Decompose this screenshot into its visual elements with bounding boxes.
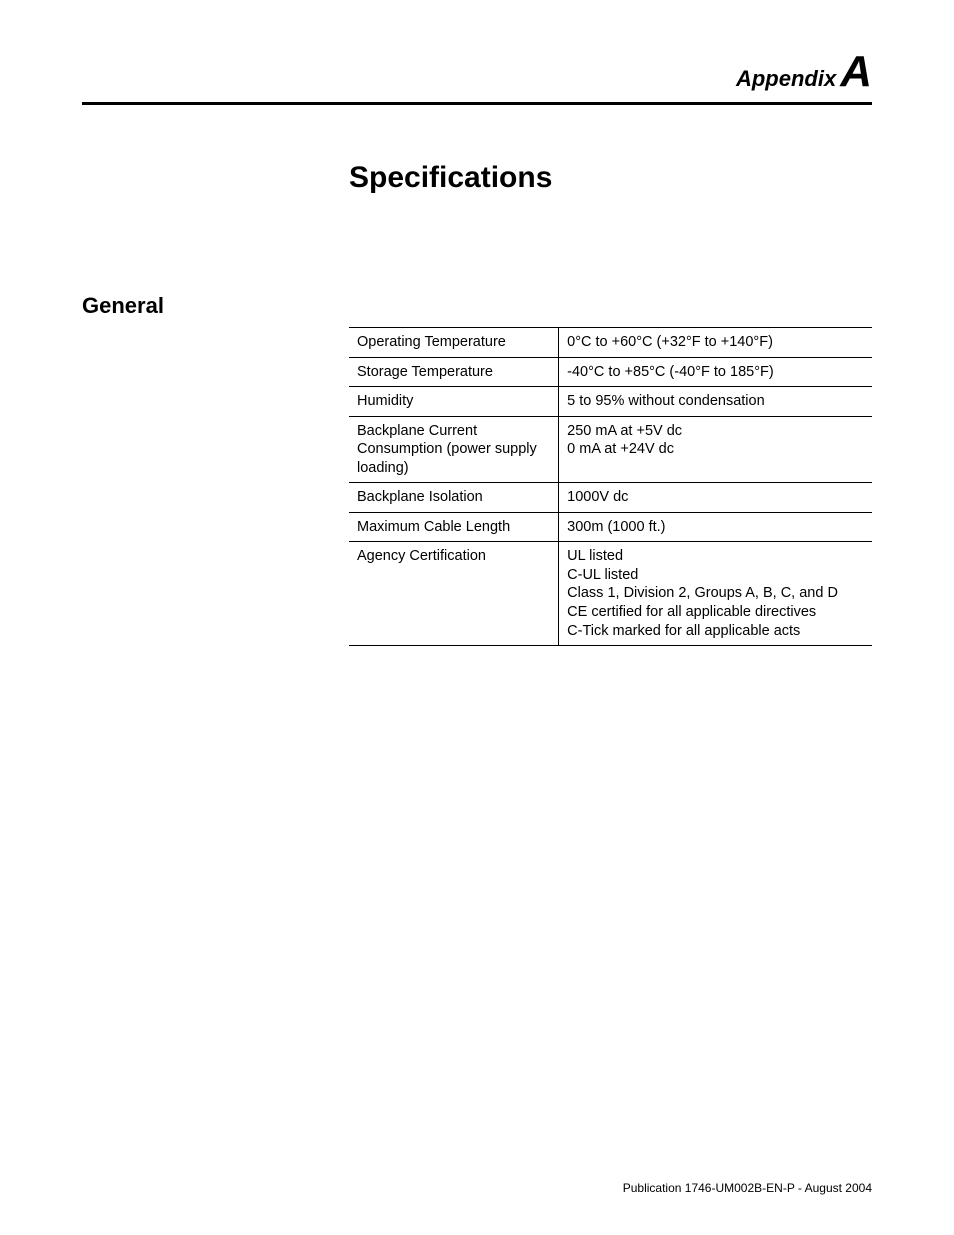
page-header: AppendixA [82, 50, 872, 105]
table-row: Humidity 5 to 95% without condensation [349, 387, 872, 417]
spec-value: -40°C to +85°C (-40°F to 185°F) [559, 357, 872, 387]
table-row: Agency Certification UL listedC-UL liste… [349, 542, 872, 646]
table-row: Backplane Isolation 1000V dc [349, 483, 872, 513]
spec-label: Storage Temperature [349, 357, 559, 387]
spec-label: Operating Temperature [349, 328, 559, 358]
spec-value: 1000V dc [559, 483, 872, 513]
page-title: Specifications [349, 161, 872, 195]
spec-label: Agency Certification [349, 542, 559, 646]
specifications-table: Operating Temperature 0°C to +60°C (+32°… [349, 327, 872, 646]
spec-label: Backplane Current Consumption (power sup… [349, 416, 559, 483]
appendix-letter: A [840, 47, 872, 96]
table-row: Maximum Cable Length 300m (1000 ft.) [349, 512, 872, 542]
spec-value: 0°C to +60°C (+32°F to +140°F) [559, 328, 872, 358]
spec-value: 300m (1000 ft.) [559, 512, 872, 542]
publication-footer: Publication 1746-UM002B-EN-P - August 20… [623, 1181, 872, 1195]
spec-label: Backplane Isolation [349, 483, 559, 513]
spec-value: 5 to 95% without condensation [559, 387, 872, 417]
table-row: Operating Temperature 0°C to +60°C (+32°… [349, 328, 872, 358]
spec-value: 250 mA at +5V dc0 mA at +24V dc [559, 416, 872, 483]
page: AppendixA Specifications General Operati… [0, 0, 954, 1235]
content-row: General Operating Temperature 0°C to +60… [82, 293, 872, 646]
spec-label: Maximum Cable Length [349, 512, 559, 542]
spec-label: Humidity [349, 387, 559, 417]
table-row: Backplane Current Consumption (power sup… [349, 416, 872, 483]
appendix-word: Appendix [736, 66, 836, 91]
spec-value: UL listedC-UL listedClass 1, Division 2,… [559, 542, 872, 646]
table-row: Storage Temperature -40°C to +85°C (-40°… [349, 357, 872, 387]
section-heading: General [82, 293, 349, 319]
